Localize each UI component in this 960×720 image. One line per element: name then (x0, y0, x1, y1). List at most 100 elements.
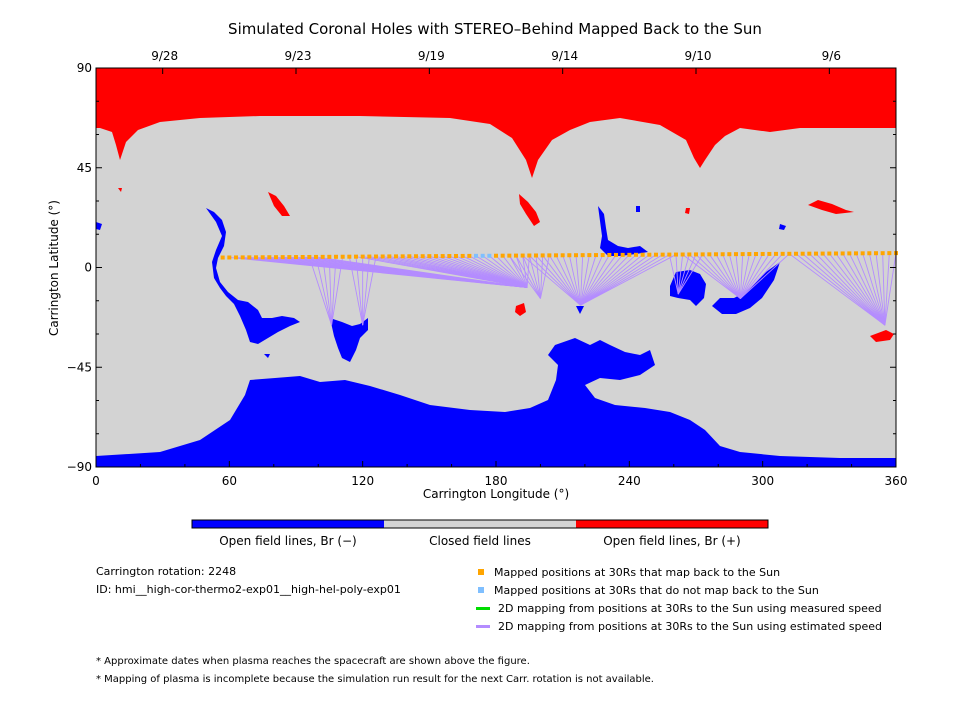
lightblue-square-icon (478, 587, 484, 593)
note-incomplete: * Mapping of plasma is incomplete becaus… (96, 674, 654, 685)
date-tick-label: 9/28 (151, 49, 178, 63)
closed-field-region (96, 68, 896, 467)
mapping-line (355, 256, 364, 326)
mapping-line (362, 256, 377, 326)
mapping-line (308, 256, 332, 326)
mapping-line (708, 254, 741, 299)
legend-label: Mapped positions at 30Rs that do not map… (494, 583, 819, 597)
mapping-line (535, 255, 581, 306)
mapped-position-point (780, 251, 785, 256)
mapped-position-point (534, 253, 538, 258)
mapped-position-point (607, 252, 612, 257)
mapped-position-point (427, 254, 432, 259)
mapped-position-point (407, 254, 412, 259)
mapping-line (455, 255, 528, 288)
mapping-line (580, 254, 624, 306)
mapping-line (740, 253, 750, 299)
mapping-line (362, 256, 370, 326)
mapped-position-point (867, 251, 872, 256)
mapped-position-point (727, 252, 732, 257)
mapping-line (795, 253, 886, 326)
mapped-position-point (714, 252, 718, 257)
mapped-position-point (240, 255, 245, 260)
mapped-position-point (220, 255, 225, 260)
mapping-line (580, 255, 590, 306)
mapped-position-point (667, 252, 672, 257)
mapping-line (579, 255, 584, 306)
purple-line-icon (476, 624, 490, 628)
mapping-line (548, 255, 581, 306)
mapping-line (580, 254, 650, 306)
mapping-line (580, 254, 597, 306)
mapped-position-point (267, 255, 272, 260)
mapping-line (449, 255, 528, 288)
date-tick-label: 9/14 (551, 49, 578, 63)
mapping-line (740, 253, 790, 299)
unmapped-position-point (487, 253, 492, 258)
mapping-line (529, 255, 581, 306)
mapped-position-point (694, 252, 698, 257)
mapped-position-point (874, 251, 878, 256)
mapping-line (515, 255, 541, 299)
mapping-line (331, 256, 344, 326)
mapping-line (580, 254, 617, 306)
note-dates: * Approximate dates when plasma reaches … (96, 656, 530, 667)
green-line-icon (476, 606, 490, 610)
mapping-line (508, 255, 528, 288)
mapped-position-point (880, 251, 885, 256)
colorbar-label-negative: Open field lines, Br (−) (219, 534, 357, 548)
colorbar-positive (576, 520, 768, 528)
coronal-hole-map: 0 60 120 180 240 300 360 90 45 0 −45 −90 9/28 9/23 9/1… (47, 49, 908, 529)
mapped-position-point (707, 252, 712, 257)
north-positive-polar-cap (96, 68, 896, 178)
mapping-line (677, 254, 704, 295)
mapping-line (677, 254, 697, 295)
mapped-position-point (594, 253, 598, 258)
mapping-line (875, 253, 886, 326)
negative-coronal-hole (598, 206, 648, 256)
mapped-position-point (794, 251, 798, 256)
mapped-position-point (347, 254, 352, 259)
mapped-position-point (700, 252, 705, 257)
colorbar-label-positive: Open field lines, Br (+) (603, 534, 741, 548)
mapped-position-point (640, 252, 645, 257)
run-id: ID: hmi__high-cor-thermo2-exp01__high-he… (96, 583, 401, 596)
legend-label: 2D mapping from positions at 30Rs to the… (498, 601, 882, 615)
mapped-position-point (840, 251, 845, 256)
mapped-position-point (814, 251, 818, 256)
mapped-position-point (334, 254, 338, 259)
mapped-position-point (674, 252, 678, 257)
mapped-position-point (520, 253, 525, 258)
mapped-positions (220, 251, 898, 260)
mapping-line (789, 253, 886, 326)
mapped-position-point (434, 254, 438, 259)
mapping-line (740, 253, 770, 299)
mapped-position-point (774, 251, 778, 256)
mapped-position-point (314, 254, 318, 259)
mapping-line (580, 254, 604, 306)
mapped-position-point (380, 254, 385, 259)
axis-tick-labels: 0 60 120 180 240 300 360 90 45 0 −45 −90 9/28 9/23 9/1… (67, 49, 908, 488)
mapped-position-point (514, 253, 518, 258)
legend-label: 2D mapping from positions at 30Rs to the… (498, 619, 883, 633)
mapped-position-point (587, 253, 592, 258)
y-tick-label: 45 (77, 161, 92, 175)
mapped-position-point (354, 254, 358, 259)
mapping-line (495, 255, 528, 288)
mapping-line (735, 254, 741, 299)
mapped-position-point (600, 253, 605, 258)
negative-coronal-hole (576, 306, 584, 314)
colorbar-negative (192, 520, 384, 528)
mapping-line (568, 255, 581, 306)
mapped-position-point (847, 251, 852, 256)
mapping-line (489, 255, 528, 288)
negative-coronal-hole (636, 206, 640, 212)
positive-patch (118, 188, 122, 192)
negative-coronal-hole (206, 208, 300, 344)
mapped-position-point (860, 251, 865, 256)
mapping-line (580, 254, 663, 306)
unmapped-position-point (474, 253, 478, 258)
mapping-line (682, 254, 741, 299)
mapping-line (675, 254, 679, 295)
field-colorbar (191, 519, 769, 529)
